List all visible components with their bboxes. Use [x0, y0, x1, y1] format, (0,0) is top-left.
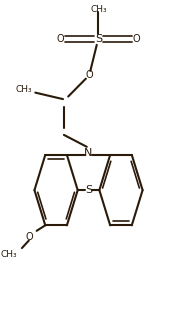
Text: O: O	[133, 34, 140, 44]
Text: CH₃: CH₃	[15, 85, 32, 94]
Text: O: O	[57, 34, 64, 44]
Text: O: O	[25, 232, 33, 242]
Text: S: S	[95, 34, 102, 44]
Text: O: O	[85, 70, 93, 80]
Text: CH₃: CH₃	[1, 250, 18, 259]
Text: CH₃: CH₃	[90, 5, 107, 14]
Text: N: N	[84, 148, 93, 158]
Text: S: S	[85, 185, 92, 195]
